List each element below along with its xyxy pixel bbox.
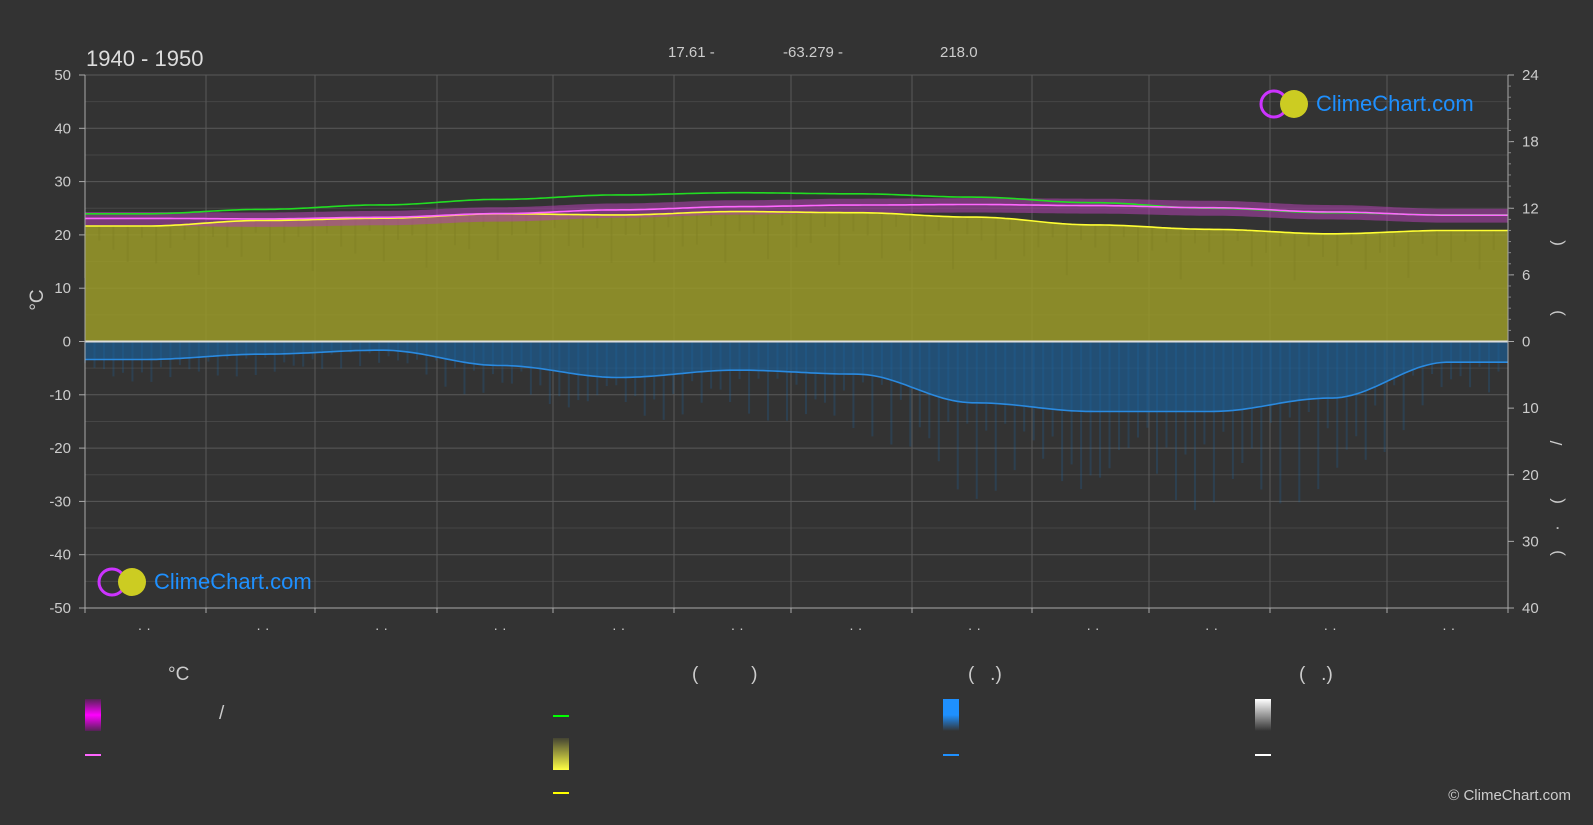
left-tick-label: 10 bbox=[54, 280, 71, 297]
month-label: · · bbox=[1205, 620, 1218, 636]
legend-temp-range-label: / bbox=[219, 703, 225, 724]
legend-daylight-swatch bbox=[553, 715, 569, 717]
copyright: © ClimeChart.com bbox=[1448, 787, 1571, 804]
left-tick-label: -40 bbox=[49, 547, 71, 564]
right-top-tick-label: 12 bbox=[1522, 200, 1539, 217]
right-axis-label: ( bbox=[1547, 240, 1566, 246]
left-tick-label: -20 bbox=[49, 440, 71, 457]
right-bottom-tick-label: 10 bbox=[1522, 400, 1539, 417]
left-tick-label: -50 bbox=[49, 600, 71, 617]
right-axis-label: ) bbox=[1547, 310, 1566, 316]
right-axis-label: ( bbox=[1547, 498, 1566, 504]
legend-sunshine-swatch bbox=[553, 738, 569, 770]
precip-mean-line bbox=[85, 349, 1508, 413]
legend-snow-header: ( .) bbox=[1299, 664, 1333, 685]
legend-rain-header: ( .) bbox=[968, 664, 1002, 685]
legend-rain-swatch bbox=[943, 699, 959, 731]
legend-snow-mean-swatch bbox=[1255, 754, 1271, 756]
precip-area bbox=[85, 341, 1508, 412]
legend-rain-mean-swatch bbox=[943, 754, 959, 756]
legend-sun-header: ( ) bbox=[692, 664, 758, 685]
brand-logo-top[interactable]: ClimeChart.com bbox=[1258, 88, 1474, 120]
month-label: · · bbox=[849, 620, 862, 636]
climechart-logo-icon bbox=[97, 567, 146, 597]
right-top-tick-label: 6 bbox=[1522, 267, 1530, 284]
right-bottom-tick-label: 40 bbox=[1522, 600, 1539, 617]
climechart-logo-icon bbox=[1259, 89, 1308, 119]
left-tick-label: -30 bbox=[49, 493, 71, 510]
brand-logo-bottom[interactable]: ClimeChart.com bbox=[96, 566, 312, 598]
brand-name: ClimeChart.com bbox=[1316, 91, 1474, 116]
chart-title: 1940 - 1950 bbox=[86, 46, 204, 71]
right-axis-label: / bbox=[1547, 440, 1566, 445]
right-bottom-tick-label: 30 bbox=[1522, 533, 1539, 550]
month-label: · · bbox=[1442, 620, 1455, 636]
left-axis-label: °C bbox=[27, 289, 48, 310]
brand-name: ClimeChart.com bbox=[154, 569, 312, 594]
right-axis-label: · bbox=[1547, 525, 1566, 531]
legend-temp-header: °C bbox=[168, 664, 190, 685]
left-tick-label: 0 bbox=[63, 334, 71, 351]
longitude-label: -63.279 - bbox=[783, 44, 844, 61]
right-top-tick-label: 24 bbox=[1522, 67, 1539, 84]
left-tick-label: 50 bbox=[54, 67, 71, 84]
right-bottom-tick-label: 20 bbox=[1522, 467, 1539, 484]
axes: 50 40 30 20 10 0 -10 -20 -30 -40 -50 °C 24 18 12 6 0 10 20… bbox=[27, 67, 1566, 636]
left-tick-label: 20 bbox=[54, 227, 71, 244]
month-label: · · bbox=[1086, 620, 1099, 636]
legend-sunshine-mean-swatch bbox=[553, 792, 569, 794]
left-tick-label: -10 bbox=[49, 387, 71, 404]
right-top-tick-label: 18 bbox=[1522, 134, 1539, 151]
data-lines bbox=[85, 191, 1508, 413]
legend-temp-range-swatch bbox=[85, 699, 101, 731]
left-tick-label: 30 bbox=[54, 174, 71, 191]
month-label: · · bbox=[256, 620, 269, 636]
month-label: · · bbox=[493, 620, 506, 636]
month-label: · · bbox=[968, 620, 981, 636]
left-tick-label: 40 bbox=[54, 120, 71, 137]
month-label: · · bbox=[731, 620, 744, 636]
legend-temp-mean-swatch bbox=[85, 754, 101, 756]
legend-snow-swatch bbox=[1255, 699, 1271, 731]
latitude-label: 17.61 - bbox=[668, 44, 715, 61]
month-label: · · bbox=[375, 620, 388, 636]
sunshine-area bbox=[85, 211, 1508, 342]
month-label: · · bbox=[138, 620, 151, 636]
month-label: · · bbox=[1324, 620, 1337, 636]
right-top-tick-label: 0 bbox=[1522, 334, 1530, 351]
month-label: · · bbox=[612, 620, 625, 636]
temp-mean-line bbox=[85, 203, 1508, 220]
right-axis-label: ) bbox=[1547, 550, 1566, 556]
sunshine-line bbox=[85, 210, 1508, 235]
elevation-label: 218.0 bbox=[940, 44, 978, 61]
